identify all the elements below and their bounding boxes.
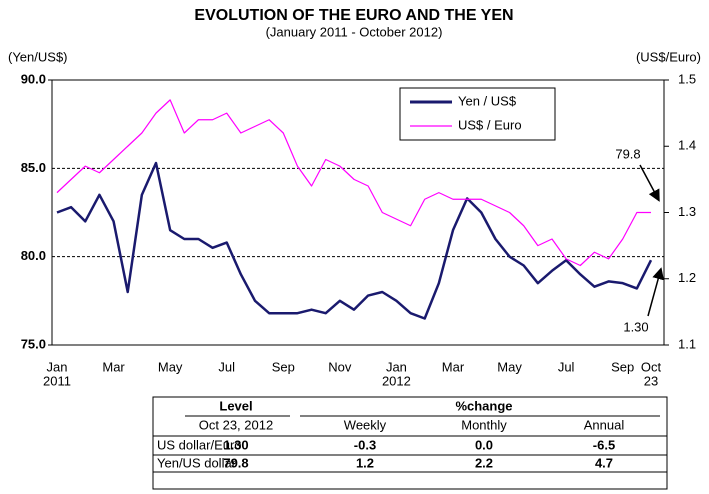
table-row-label: US dollar/Euro: [157, 437, 242, 452]
annotation: 79.8: [615, 146, 640, 161]
table-row-label: Yen/US dollar: [157, 455, 237, 470]
y2-tick-label: 1.5: [678, 71, 696, 86]
line-series: [56, 161, 653, 320]
table-subheader: Weekly: [344, 417, 387, 432]
table-frame: [152, 396, 668, 490]
legend-label: US$ / Euro: [458, 117, 522, 132]
y2-tick-label: 1.2: [678, 270, 696, 285]
y-axis-label: (Yen/US$): [8, 49, 68, 64]
table-header: Level: [219, 398, 252, 413]
x-tick-label: Mar: [102, 359, 125, 374]
annotation-arrow: [639, 164, 660, 202]
chart-title: EVOLUTION OF THE EURO AND THE YEN: [194, 7, 513, 24]
y-tick-label: 90.0: [21, 71, 46, 86]
x-tick-label: May: [497, 359, 522, 374]
x-tick-label: Nov: [328, 359, 352, 374]
table-cell: 1.30: [223, 437, 248, 452]
x-tick-label: Mar: [442, 359, 465, 374]
table-subheader: Monthly: [461, 417, 507, 432]
y2-tick-label: 1.3: [678, 204, 696, 219]
annotation-arrow: [647, 267, 665, 317]
table-cell: 2.2: [475, 455, 493, 470]
y2-tick-label: 1.4: [678, 138, 696, 153]
table: Level %change Oct 23, 2012 Weekly Monthly A…: [152, 396, 668, 490]
table-header: %change: [455, 398, 512, 413]
x-tick-sublabel: 2012: [382, 373, 411, 388]
table-cell: 4.7: [595, 455, 613, 470]
x-tick-label: Sep: [611, 359, 634, 374]
table-cell: -0.3: [354, 437, 376, 452]
x-tick-sublabel: 23: [644, 373, 658, 388]
line-series: [56, 99, 651, 267]
table-cell: 0.0: [475, 437, 493, 452]
table-cell: 1.2: [356, 455, 374, 470]
x-tick-label: Jan: [386, 359, 407, 374]
x-tick-sublabel: 2011: [43, 373, 71, 388]
x-tick-label: Jul: [558, 359, 575, 374]
table-cell: -6.5: [593, 437, 615, 452]
y2-axis-label: (US$/Euro): [636, 49, 701, 64]
x-tick-label: May: [158, 359, 183, 374]
table-subheader: Oct 23, 2012: [199, 417, 273, 432]
y-tick-label: 75.0: [21, 336, 46, 351]
x-tick-label: Sep: [272, 359, 295, 374]
y-tick-label: 80.0: [21, 248, 46, 263]
y2-tick-label: 1.1: [678, 336, 696, 351]
table-cell: 79.8: [223, 455, 248, 470]
x-tick-label: Oct: [641, 359, 662, 374]
x-tick-label: Jul: [218, 359, 235, 374]
legend-box: [399, 87, 556, 141]
annotation: 1.30: [623, 319, 648, 334]
chart-subtitle: (January 2011 - October 2012): [266, 24, 443, 39]
x-tick-label: Jan: [47, 359, 68, 374]
table-subheader: Annual: [584, 417, 625, 432]
legend-label: Yen / US$: [458, 93, 517, 108]
y-tick-label: 85.0: [21, 160, 46, 175]
